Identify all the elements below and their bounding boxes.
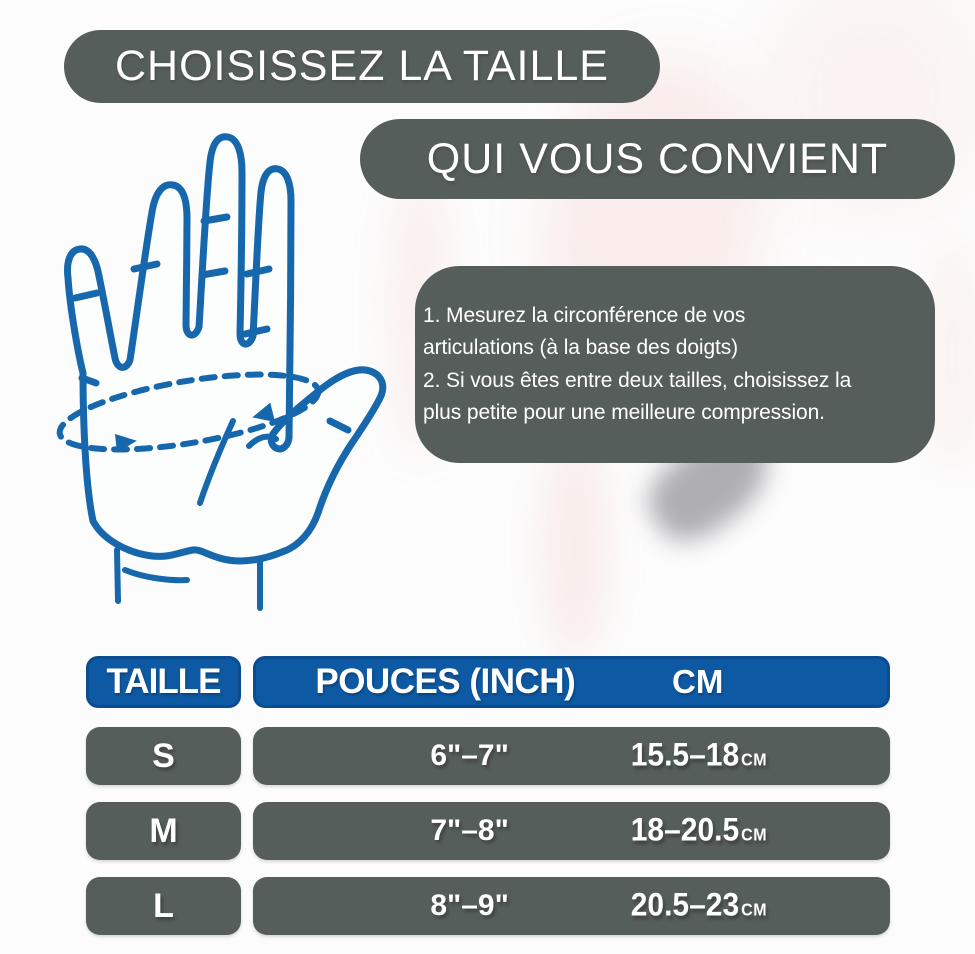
table-header-inches-label: POUCES (INCH) [315, 662, 576, 701]
table-row-m-size-cell: M [86, 802, 241, 860]
table-row-l-values-cell: 8"–9" 20.5–23 CM [253, 877, 890, 935]
inches-value: 6"–7" [430, 739, 509, 772]
table-header-cm-label: CM [672, 663, 724, 700]
cm-value: 18–20.5 CM [631, 813, 767, 850]
title-banner-line-2: QUI VOUS CONVIENT [360, 119, 955, 199]
table-row-m-values-cell: 7"–8" 18–20.5 CM [253, 802, 890, 860]
cm-number: 20.5–23 [630, 887, 740, 924]
cm-unit: CM [741, 826, 768, 846]
instruction-line: 2. Si vous êtes entre deux tailles, choi… [423, 368, 852, 392]
cm-value: 20.5–23 CM [631, 888, 767, 925]
title-text-line-1: CHOISISSEZ LA TAILLE [115, 42, 609, 90]
cm-unit: CM [741, 901, 768, 921]
table-row-l-size-cell: L [86, 877, 241, 935]
arrow-right-icon [115, 433, 137, 453]
title-text-line-2: QUI VOUS CONVIENT [426, 134, 889, 183]
cm-value: 15.5–18 CM [631, 738, 767, 775]
cm-number: 15.5–18 [630, 737, 740, 774]
background-photo-blur [540, 430, 610, 660]
inches-value: 7"–8" [430, 814, 509, 847]
cm-unit: CM [741, 751, 768, 771]
table-header-measurements: POUCES (INCH) CM [253, 656, 890, 708]
arrow-left-icon [252, 402, 276, 423]
wrist-lines [114, 547, 263, 611]
size-value: S [152, 736, 175, 775]
knuckle-tick-marks [71, 213, 352, 434]
size-value: L [153, 886, 174, 925]
hand-measurement-diagram [56, 133, 387, 611]
table-row-s-size-cell: S [86, 727, 241, 785]
table-row-s-values-cell: 6"–7" 15.5–18 CM [253, 727, 890, 785]
table-header-size-label: TAILLE [106, 662, 222, 701]
size-value: M [149, 811, 178, 850]
cm-number: 18–20.5 [630, 812, 740, 849]
inches-value: 8"–9" [430, 889, 509, 922]
palm-crease-lines [197, 418, 279, 506]
hand-outline [64, 133, 387, 565]
table-header-size: TAILLE [86, 656, 241, 708]
instruction-line: articulations (à la base des doigts) [423, 336, 739, 359]
instruction-line: 1. Mesurez la circonférence de vos [423, 303, 746, 327]
circumference-dashed-ellipse [56, 371, 322, 453]
title-banner-line-1: CHOISISSEZ LA TAILLE [64, 30, 660, 103]
instructions-panel: 1. Mesurez la circonférence de vos artic… [415, 266, 935, 463]
instruction-line: plus petite pour une meilleure compressi… [423, 401, 825, 424]
